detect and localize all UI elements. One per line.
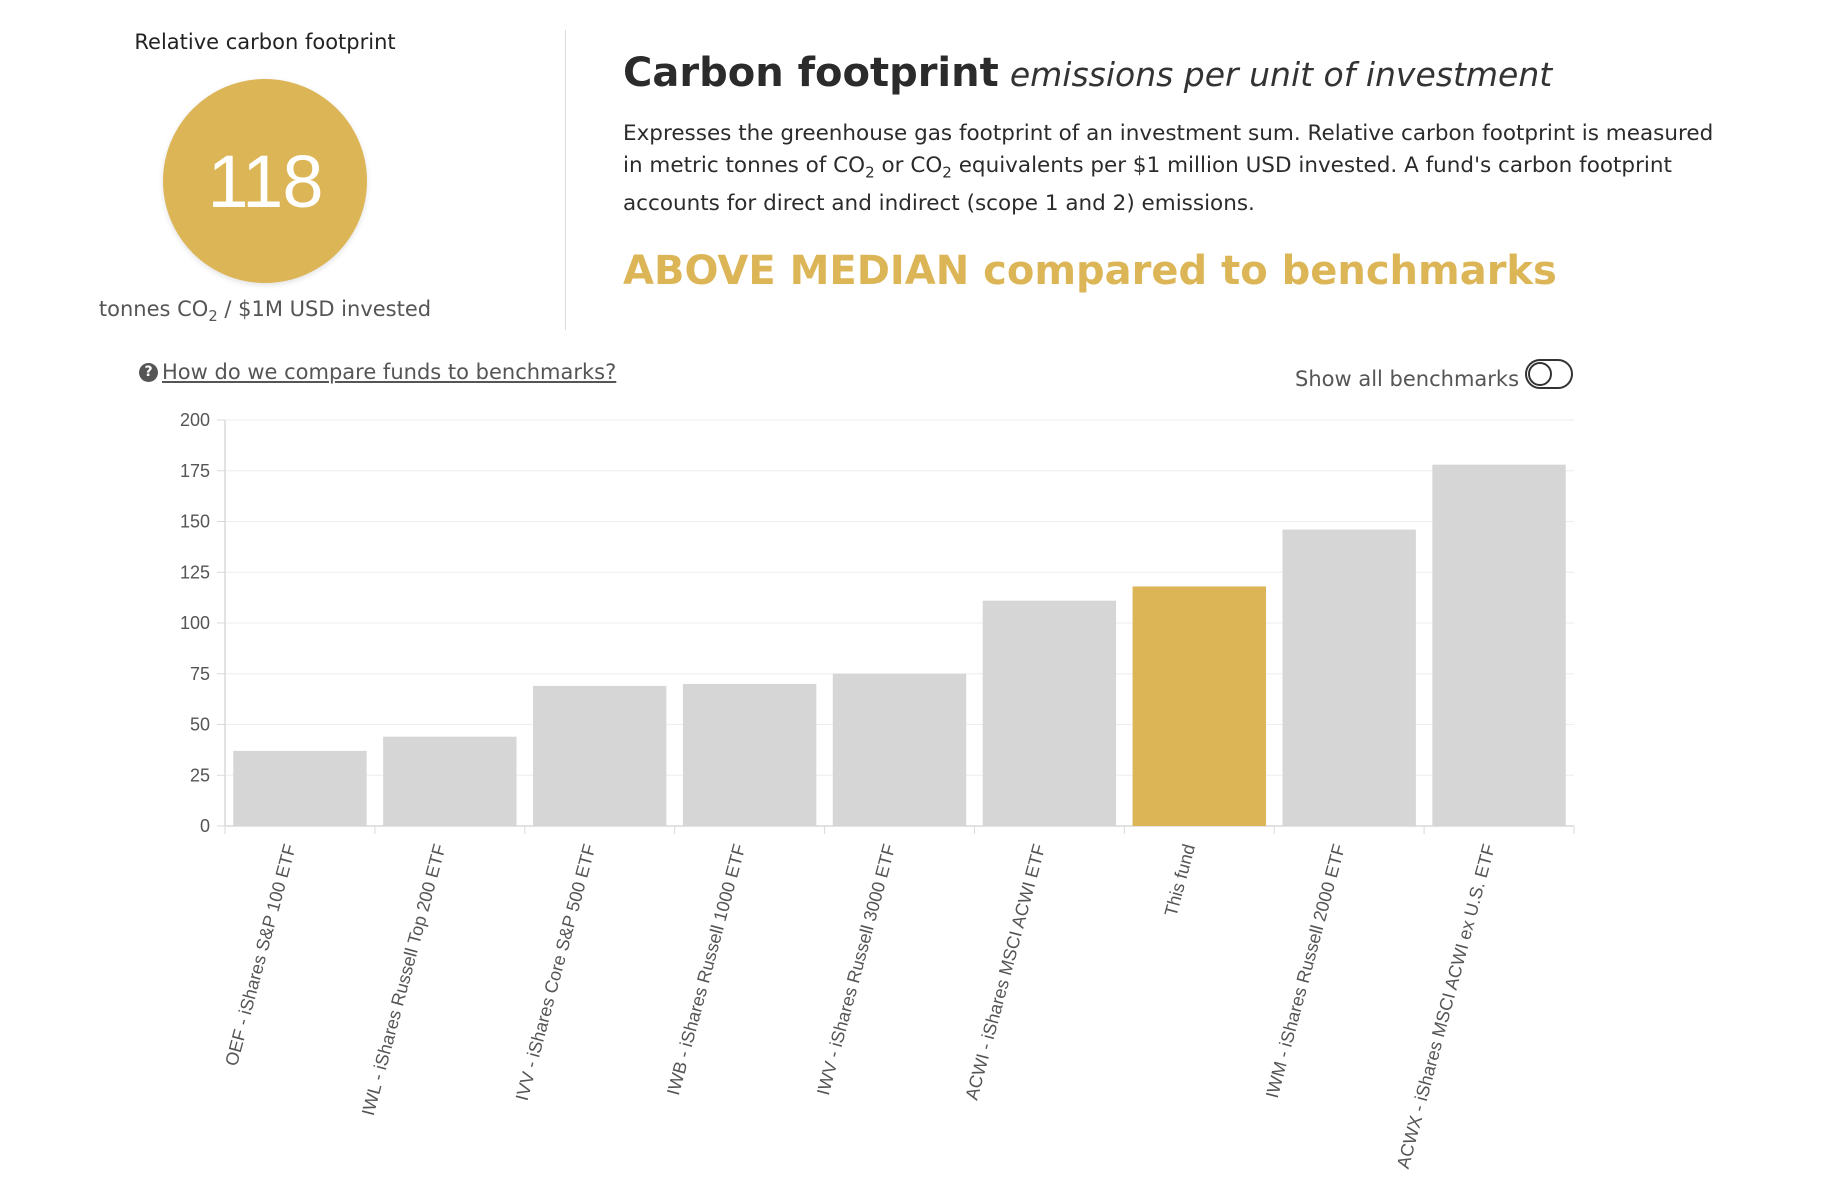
section-heading: Carbon footprint emissions per unit of i…: [623, 50, 1552, 96]
bar-benchmark: [1282, 529, 1416, 826]
heading-main: Carbon footprint: [623, 50, 999, 96]
x-category-label: IWV - iShares Russell 3000 ETF: [813, 842, 899, 1097]
show-all-benchmarks-control: Show all benchmarks: [1295, 357, 1574, 391]
bar-benchmark: [1432, 464, 1566, 826]
bar-benchmark: [383, 736, 517, 826]
x-category-label: IVV - iShares Core S&P 500 ETF: [512, 842, 600, 1103]
description: Expresses the greenhouse gas footprint o…: [623, 118, 1723, 220]
x-category-label: IWL - iShares Russell Top 200 ETF: [358, 842, 450, 1118]
carbon-score-panel: Relative carbon footprint 118 tonnes CO2…: [80, 30, 450, 330]
score-value: 118: [207, 139, 324, 223]
score-circle: 118: [163, 79, 367, 283]
bar-benchmark: [682, 683, 817, 826]
y-tick-label: 0: [200, 816, 210, 836]
x-category-label: ACWI - iShares MSCI ACWI ETF: [962, 842, 1050, 1102]
show-all-benchmarks-toggle[interactable]: [1525, 359, 1574, 389]
y-tick-label: 50: [190, 715, 210, 735]
bar-benchmark: [533, 685, 667, 826]
help-link-text[interactable]: How do we compare funds to benchmarks?: [162, 360, 617, 384]
benchmark-help-link[interactable]: ? How do we compare funds to benchmarks?: [139, 360, 616, 384]
description-part-1: Expresses the greenhouse gas footprint o…: [623, 121, 1714, 178]
bar-this-fund: [1132, 586, 1266, 826]
carbon-footprint-bar-chart: 0 25 50 75 100 125 150 175 200 OEF - iShares S&P …: [180, 410, 1575, 1171]
question-circle-icon: ?: [139, 362, 158, 382]
y-tick-label: 125: [180, 562, 210, 582]
score-unit-prefix: tonnes CO: [98, 297, 209, 321]
x-category-label: This fund: [1161, 842, 1199, 919]
x-category-label: OEF - iShares S&P 100 ETF: [221, 842, 300, 1068]
x-category-label: ACWX - iShares MSCI ACWI ex U.S. ETF: [1393, 842, 1499, 1171]
y-tick-label: 100: [180, 613, 210, 633]
score-unit-subscript: 2: [208, 308, 218, 326]
y-tick-label: 150: [180, 512, 210, 532]
vertical-divider: [565, 30, 566, 330]
y-tick-label: 25: [190, 765, 210, 785]
score-unit: tonnes CO2 / $1M USD invested: [80, 297, 450, 325]
benchmark-verdict: ABOVE MEDIAN compared to benchmarks: [623, 248, 1557, 294]
description-subscript-1: 2: [865, 163, 875, 182]
toggle-knob[interactable]: [1528, 362, 1553, 386]
description-subscript-2: 2: [942, 163, 952, 182]
score-unit-suffix: / $1M USD invested: [217, 297, 432, 321]
description-part-3: equivalents per $1 million USD invested.…: [623, 153, 1672, 217]
y-tick-label: 175: [180, 461, 210, 481]
toggle-label: Show all benchmarks: [1295, 367, 1520, 391]
y-tick-label: 75: [190, 664, 210, 684]
x-category-label: IWB - iShares Russell 1000 ETF: [663, 842, 749, 1097]
score-title: Relative carbon footprint: [134, 30, 396, 54]
bar-benchmark: [982, 600, 1117, 826]
bar-benchmark: [832, 673, 967, 826]
x-category-label: IWM - iShares Russell 2000 ETF: [1262, 842, 1349, 1100]
y-tick-label: 200: [180, 410, 210, 430]
description-part-2: or CO: [874, 153, 943, 178]
bar-benchmark: [233, 750, 367, 826]
heading-subtitle: emissions per unit of investment: [1009, 55, 1553, 94]
